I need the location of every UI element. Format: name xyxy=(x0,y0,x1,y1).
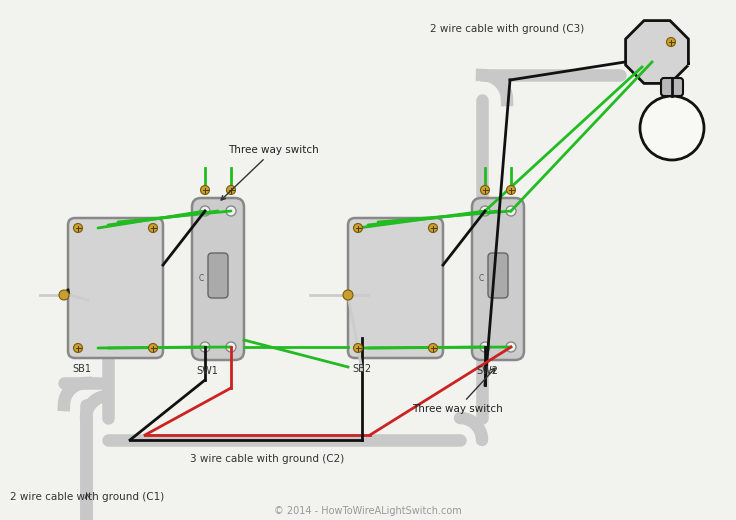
Circle shape xyxy=(640,96,704,160)
Circle shape xyxy=(506,342,516,352)
Text: SW2: SW2 xyxy=(476,366,498,376)
Circle shape xyxy=(343,290,353,300)
Text: 2 wire cable with ground (C1): 2 wire cable with ground (C1) xyxy=(10,492,164,502)
Text: Three way switch: Three way switch xyxy=(412,368,503,414)
Circle shape xyxy=(227,186,236,194)
Text: C: C xyxy=(199,274,205,283)
Circle shape xyxy=(481,186,489,194)
FancyBboxPatch shape xyxy=(472,198,524,360)
Circle shape xyxy=(506,206,516,216)
FancyBboxPatch shape xyxy=(68,218,163,358)
Circle shape xyxy=(59,290,69,300)
Circle shape xyxy=(226,206,236,216)
Circle shape xyxy=(506,186,515,194)
Text: SW1: SW1 xyxy=(196,366,218,376)
FancyBboxPatch shape xyxy=(661,78,683,96)
Text: SB1: SB1 xyxy=(72,364,91,374)
Circle shape xyxy=(200,186,210,194)
FancyBboxPatch shape xyxy=(208,253,228,298)
Text: © 2014 - HowToWireALightSwitch.com: © 2014 - HowToWireALightSwitch.com xyxy=(274,506,462,516)
Circle shape xyxy=(149,224,158,232)
Circle shape xyxy=(667,37,676,46)
Text: Three way switch: Three way switch xyxy=(221,145,319,200)
Circle shape xyxy=(200,342,210,352)
Circle shape xyxy=(74,344,82,353)
FancyBboxPatch shape xyxy=(192,198,244,360)
Circle shape xyxy=(353,344,363,353)
FancyBboxPatch shape xyxy=(488,253,508,298)
Polygon shape xyxy=(626,21,688,83)
Circle shape xyxy=(200,206,210,216)
Circle shape xyxy=(353,224,363,232)
Circle shape xyxy=(226,342,236,352)
Text: C: C xyxy=(479,274,484,283)
Circle shape xyxy=(149,344,158,353)
Circle shape xyxy=(74,224,82,232)
Circle shape xyxy=(480,206,490,216)
FancyBboxPatch shape xyxy=(348,218,443,358)
Circle shape xyxy=(428,344,437,353)
Circle shape xyxy=(428,224,437,232)
Text: 2 wire cable with ground (C3): 2 wire cable with ground (C3) xyxy=(430,24,584,34)
Circle shape xyxy=(480,342,490,352)
Text: SB2: SB2 xyxy=(352,364,371,374)
Text: 3 wire cable with ground (C2): 3 wire cable with ground (C2) xyxy=(190,454,344,464)
